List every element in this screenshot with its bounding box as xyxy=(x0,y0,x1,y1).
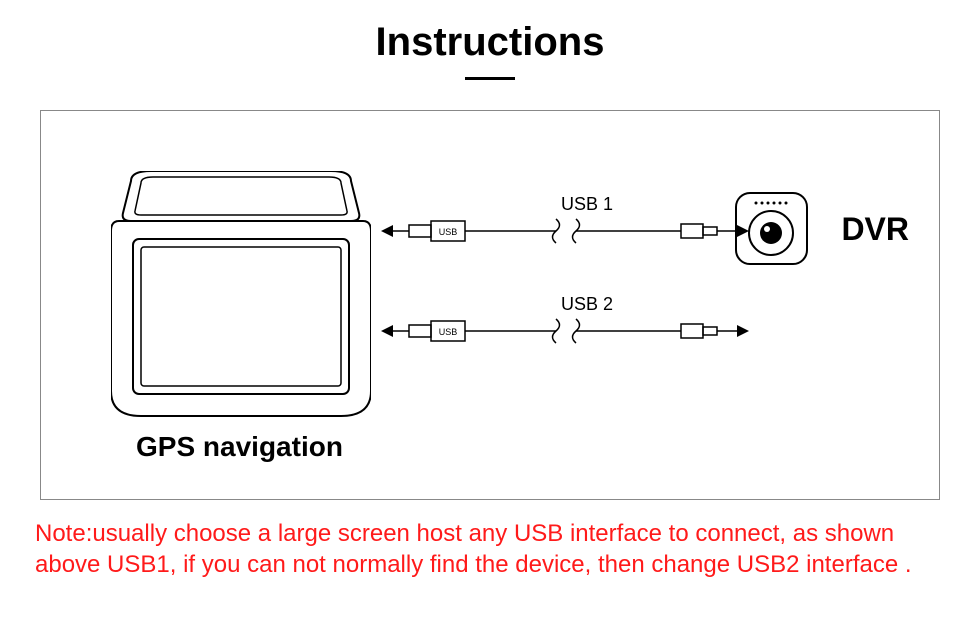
dvr-device-icon xyxy=(734,191,809,271)
note-text: Note:usually choose a large screen host … xyxy=(35,518,945,580)
svg-text:USB: USB xyxy=(439,327,458,337)
dvr-label: DVR xyxy=(841,211,909,248)
page-title: Instructions xyxy=(0,20,980,65)
usb1-cable-icon: USB xyxy=(381,211,761,256)
gps-label: GPS navigation xyxy=(136,431,343,463)
gps-device-icon xyxy=(111,171,371,426)
diagram-container: GPS navigation USB 1 USB xyxy=(40,110,940,500)
title-underline xyxy=(465,77,515,80)
usb2-cable-icon: USB xyxy=(381,311,761,356)
svg-text:USB: USB xyxy=(439,227,458,237)
